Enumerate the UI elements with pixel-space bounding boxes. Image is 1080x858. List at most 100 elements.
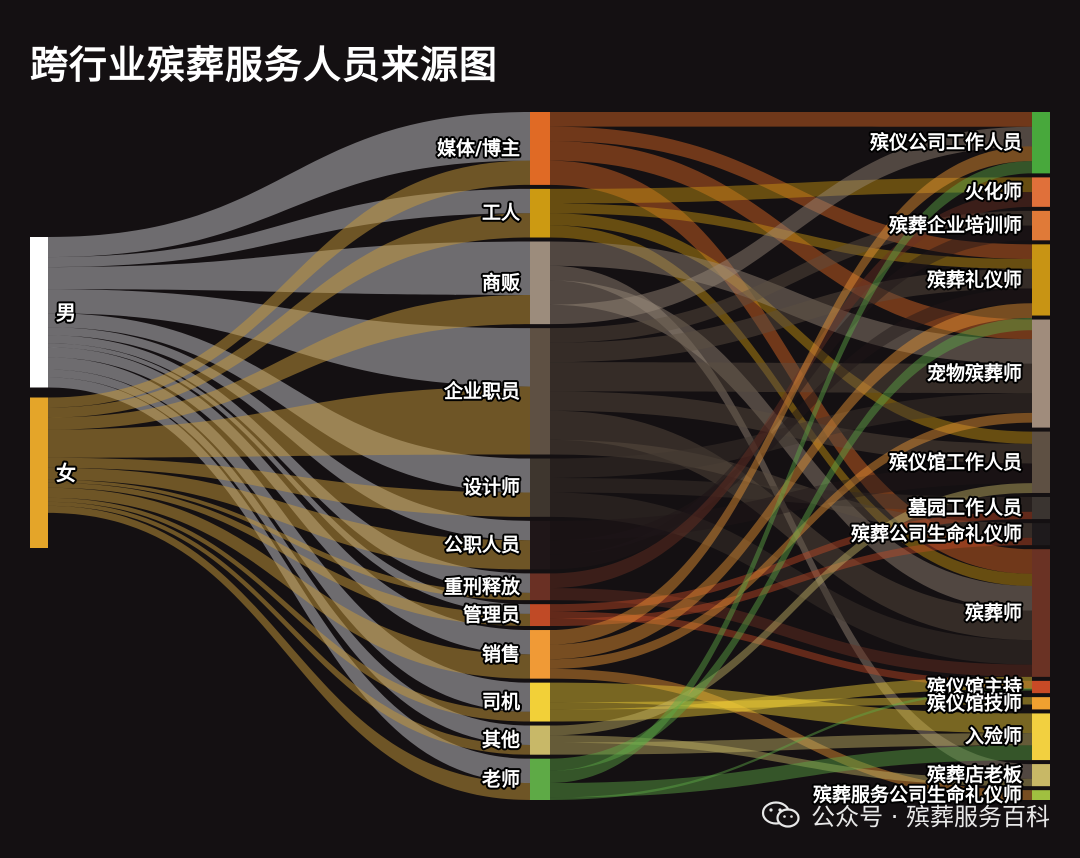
- label-销售: 销售: [482, 642, 520, 665]
- node-墓园工作人员: [1032, 496, 1050, 520]
- link-商贩-殡葬店老板: [550, 265, 1032, 779]
- node-入殓师: [1032, 713, 1050, 761]
- node-女: [30, 397, 48, 548]
- link-女-重刑释放: [48, 479, 530, 601]
- node-司机: [530, 682, 550, 722]
- link-销售-殡仪公司工作人员: [550, 146, 1032, 645]
- link-女-工人: [48, 213, 530, 418]
- link-其他-入殓师: [550, 733, 1032, 755]
- node-殡葬服务公司生命礼仪师: [1032, 790, 1050, 800]
- link-企业职员-殡葬企业培训师: [550, 210, 1032, 343]
- link-女-老师: [48, 505, 530, 800]
- link-销售-殡葬礼仪师: [550, 303, 1032, 660]
- label-殡葬服务公司生命礼仪师: 殡葬服务公司生命礼仪师: [813, 783, 1022, 806]
- link-女-设计师: [48, 457, 530, 517]
- link-男-媒体-博主: [48, 112, 530, 258]
- link-老师-殡仪馆主持: [550, 688, 1032, 800]
- label-殡仪馆技师: 殡仪馆技师: [927, 691, 1022, 714]
- label-殡葬公司生命礼仪师: 殡葬公司生命礼仪师: [851, 522, 1022, 545]
- label-男: 男: [56, 300, 76, 324]
- label-墓园工作人员: 墓园工作人员: [907, 496, 1022, 519]
- link-公职人员-殡葬礼仪师: [550, 288, 1032, 555]
- label-设计师: 设计师: [463, 477, 520, 499]
- link-layer: [48, 112, 1032, 800]
- link-企业职员-宠物殡葬师: [550, 362, 1032, 394]
- link-工人-殡葬师: [550, 225, 1032, 587]
- link-女-企业职员: [48, 386, 530, 458]
- link-设计师-宠物殡葬师: [550, 393, 1032, 478]
- node-殡仪公司工作人员: [1032, 112, 1050, 174]
- node-公职人员: [530, 520, 550, 570]
- node-工人: [530, 188, 550, 238]
- link-工人-殡仪馆工作人员: [550, 213, 1032, 444]
- label-殡葬礼仪师: 殡葬礼仪师: [927, 268, 1022, 291]
- link-公职人员-殡葬企业培训师: [550, 225, 1032, 570]
- node-殡仪馆工作人员: [1032, 431, 1050, 493]
- link-企业职员-殡仪馆工作人员: [550, 391, 1032, 464]
- node-火化师: [1032, 177, 1050, 207]
- label-殡仪馆工作人员: 殡仪馆工作人员: [889, 450, 1022, 473]
- label-重刑释放: 重刑释放: [444, 575, 521, 598]
- link-女-管理员: [48, 482, 530, 627]
- link-女-销售: [48, 487, 530, 679]
- link-其他-殡葬店老板: [550, 735, 1032, 787]
- node-殡仪馆主持: [1032, 680, 1050, 694]
- node-销售: [530, 630, 550, 679]
- link-企业职员-殡葬师: [550, 410, 1032, 641]
- link-男-重刑释放: [48, 335, 530, 593]
- link-销售-宠物殡葬师: [550, 412, 1032, 669]
- link-媒体-博主-殡葬师: [550, 160, 1032, 574]
- link-重刑释放-火化师: [550, 192, 1032, 589]
- link-女-商贩: [48, 294, 530, 430]
- label-火化师: 火化师: [965, 180, 1022, 203]
- link-老师-殡仪公司工作人员: [550, 161, 1032, 783]
- label-其他: 其他: [482, 728, 520, 751]
- label-入殓师: 入殓师: [965, 725, 1022, 748]
- label-殡仪馆主持: 殡仪馆主持: [927, 675, 1022, 698]
- label-殡葬企业培训师: 殡葬企业培训师: [889, 214, 1022, 237]
- node-老师: [530, 758, 550, 800]
- node-殡仪馆技师: [1032, 697, 1050, 710]
- node-殡葬公司生命礼仪师: [1032, 523, 1050, 546]
- node-殡葬师: [1032, 549, 1050, 677]
- link-管理员-殡葬公司生命礼仪师: [550, 537, 1032, 627]
- watermark: 公众号 · 殡葬服务百科: [761, 797, 1050, 832]
- node-layer: [30, 112, 1050, 800]
- link-媒体-博主-殡葬礼仪师: [550, 126, 1032, 260]
- label-商贩: 商贩: [482, 271, 521, 294]
- link-司机-入殓师: [550, 682, 1032, 734]
- node-媒体-博主: [530, 112, 550, 185]
- label-殡仪公司工作人员: 殡仪公司工作人员: [870, 131, 1022, 154]
- link-老师-殡葬礼仪师: [550, 317, 1032, 771]
- label-管理员: 管理员: [463, 603, 520, 626]
- wechat-icon: [762, 800, 800, 828]
- node-殡葬礼仪师: [1032, 244, 1050, 316]
- link-商贩-殡仪公司工作人员: [550, 126, 1032, 325]
- label-公职人员: 公职人员: [444, 534, 520, 556]
- node-管理员: [530, 604, 550, 627]
- link-其他-殡仪馆工作人员: [550, 483, 1032, 736]
- label-殡葬店老板: 殡葬店老板: [927, 763, 1023, 786]
- label-老师: 老师: [482, 767, 520, 790]
- link-男-司机: [48, 357, 530, 712]
- link-商贩-宠物殡葬师: [550, 241, 1032, 364]
- link-设计师-殡葬师: [550, 492, 1032, 665]
- watermark-text: 公众号 · 殡葬服务百科: [811, 803, 1050, 831]
- node-设计师: [530, 458, 550, 517]
- node-殡葬店老板: [1032, 764, 1050, 787]
- node-男: [30, 237, 48, 388]
- link-司机-殡仪馆技师: [550, 697, 1032, 710]
- link-设计师-墓园工作人员: [550, 477, 1032, 512]
- link-媒体-博主-宠物殡葬师: [550, 141, 1032, 340]
- link-工人-殡葬礼仪师: [550, 203, 1032, 269]
- link-男-其他: [48, 369, 530, 745]
- link-工人-火化师: [550, 177, 1032, 204]
- link-企业职员-殡葬公司生命礼仪师: [550, 439, 1032, 538]
- node-商贩: [530, 241, 550, 325]
- node-其他: [530, 725, 550, 755]
- link-女-司机: [48, 497, 530, 722]
- link-重刑释放-殡葬师: [550, 588, 1032, 677]
- label-女: 女: [56, 461, 76, 485]
- link-管理员-墓园工作人员: [550, 511, 1032, 612]
